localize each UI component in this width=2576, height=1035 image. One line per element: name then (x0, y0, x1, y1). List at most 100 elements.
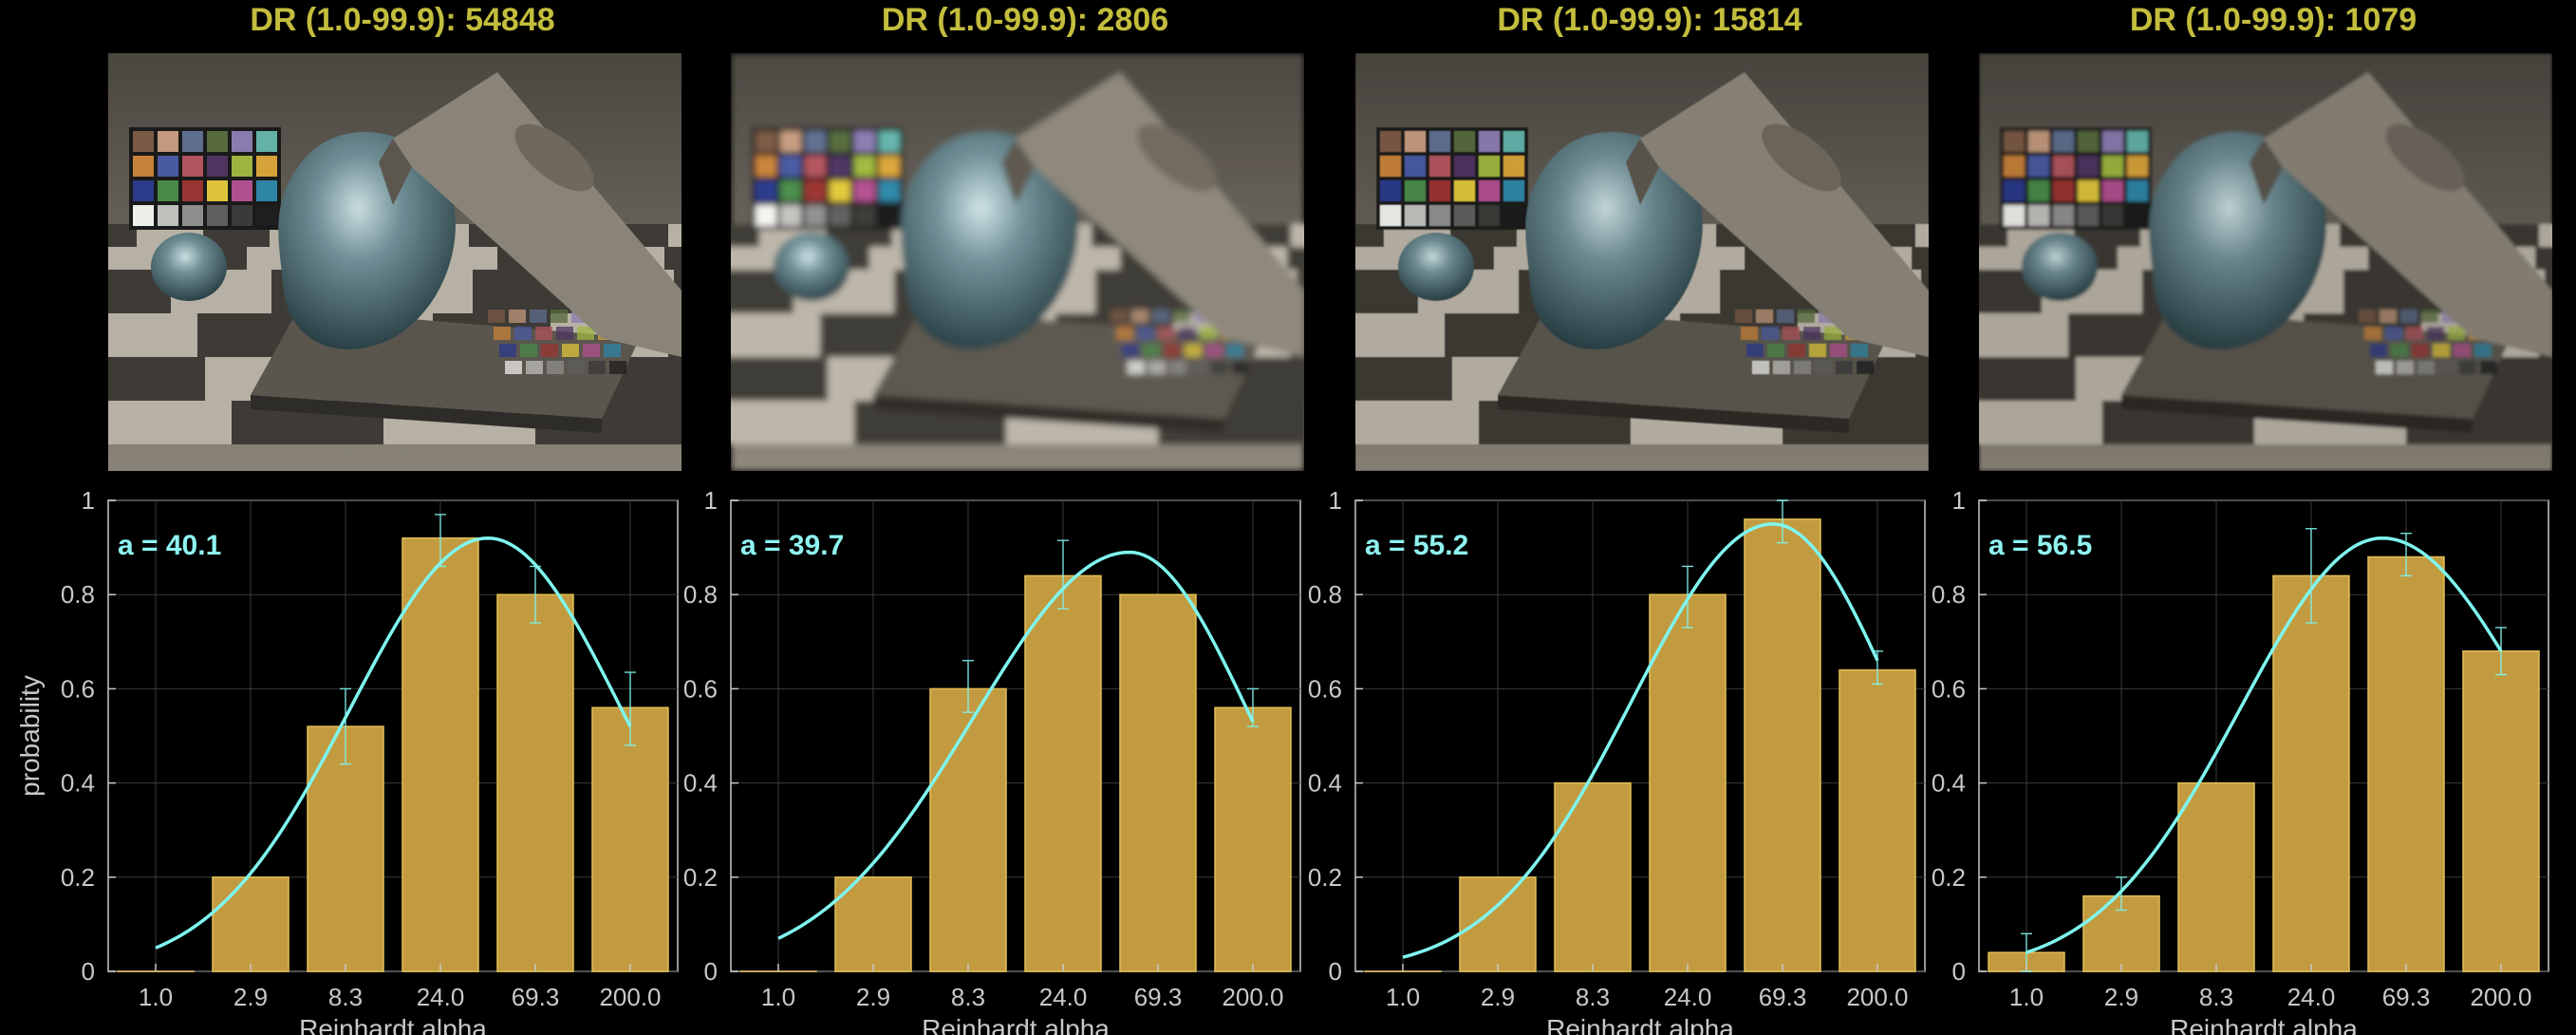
x-axis-label: Reinhardt alpha (1546, 1014, 1734, 1035)
error-bar (1777, 499, 1788, 544)
x-tick-label: 69.3 (1759, 983, 1807, 1011)
error-bar (2116, 876, 2127, 912)
chart: 0 0.2 0.4 0.6 0.8 1 1.0 2.9 8.3 24.0 69.3 200.0 a = … (1932, 486, 2549, 1035)
alpha-estimate-label: a = 56.5 (1988, 530, 2092, 561)
y-tick-label: 0.8 (1932, 580, 1966, 609)
render-image (1979, 53, 2552, 471)
x-tick-label: 200.0 (2470, 983, 2531, 1011)
y-tick-label: 0.6 (61, 674, 95, 703)
error-bar (2400, 533, 2412, 577)
error-bar (962, 659, 974, 713)
scene-picture (731, 53, 1304, 471)
bar (1839, 668, 1916, 972)
x-tick-label: 24.0 (1664, 983, 1712, 1011)
y-tick-label: 0 (704, 957, 718, 986)
bar (2462, 649, 2540, 972)
y-tick-label: 0.2 (61, 863, 95, 892)
y-tick-label: 0.4 (1932, 769, 1966, 798)
y-tick-label: 0.6 (1932, 674, 1966, 703)
y-tick-label: 0.2 (683, 863, 718, 892)
alpha-estimate-label: a = 39.7 (740, 530, 844, 561)
alpha-estimate-label: a = 55.2 (1365, 530, 1468, 561)
bar (2272, 574, 2350, 972)
chart: 0 0.2 0.4 0.6 0.8 1 1.0 2.9 8.3 24.0 69.3 200.0 a = … (1308, 486, 1926, 1035)
y-tick-label: 0.2 (1932, 863, 1966, 892)
alpha-estimate-label: a = 40.1 (118, 530, 221, 561)
bar (1024, 574, 1102, 972)
bar (929, 687, 1007, 972)
x-tick-label: 2.9 (2104, 983, 2138, 1011)
y-tick-label: 0.4 (1308, 769, 1342, 798)
bar (212, 876, 289, 972)
y-tick-label: 1 (704, 486, 718, 515)
panel-title: DR (1.0-99.9): 2806 (881, 2, 1169, 38)
x-tick-label: 1.0 (139, 983, 173, 1011)
error-bar (340, 687, 351, 765)
scene-picture (108, 53, 681, 471)
fit-curve (2025, 536, 2503, 954)
x-tick-label: 1.0 (2009, 983, 2044, 1011)
bar (834, 876, 912, 972)
fit-curve (155, 536, 632, 950)
bar (2177, 781, 2255, 972)
error-bar (2495, 627, 2507, 676)
bar (401, 536, 479, 972)
x-tick-label: 8.3 (2199, 983, 2233, 1011)
bar (1744, 518, 1821, 972)
panel-1: DR (1.0-99.9): 54848 0 0.2 0.4 0.6 0.8 1 1.0 2.… (15, 0, 697, 1035)
x-tick-label: 200.0 (1222, 983, 1283, 1011)
panel-4: DR (1.0-99.9): 1079 0 0.2 0.4 0.6 0.8 1 1.0 2.9… (1932, 0, 2567, 1035)
y-tick-label: 0.4 (683, 769, 718, 798)
y-tick-label: 0.8 (683, 580, 718, 609)
render-image (108, 53, 681, 471)
render-image (1355, 53, 1929, 471)
y-tick-label: 1 (1329, 486, 1342, 515)
y-tick-label: 0 (1329, 957, 1342, 986)
x-tick-label: 69.3 (1134, 983, 1183, 1011)
x-tick-label: 8.3 (328, 983, 363, 1011)
x-axis-label: Reinhardt alpha (299, 1014, 487, 1035)
fit-curve (777, 550, 1255, 940)
x-axis-label: Reinhardt alpha (922, 1014, 1110, 1035)
panel-2: DR (1.0-99.9): 2806 0 0.2 0.4 0.6 0.8 1 1.0 2.9… (683, 0, 1319, 1035)
x-tick-label: 200.0 (599, 983, 661, 1011)
bar (1459, 876, 1537, 972)
x-tick-label: 200.0 (1846, 983, 1908, 1011)
bar (1119, 593, 1197, 972)
x-tick-label: 2.9 (856, 983, 890, 1011)
x-tick-label: 2.9 (1481, 983, 1515, 1011)
y-axis-label: probability (15, 675, 45, 797)
fit-curve (1402, 522, 1879, 959)
x-axis-label: Reinhardt alpha (2170, 1014, 2358, 1035)
bar (1214, 706, 1292, 972)
y-tick-label: 0.6 (1308, 674, 1342, 703)
x-tick-label: 8.3 (1576, 983, 1610, 1011)
chart: 0 0.2 0.4 0.6 0.8 1 1.0 2.9 8.3 24.0 69.3 200.0 a = … (15, 486, 679, 1035)
y-tick-label: 1 (82, 486, 95, 515)
scene-picture (1979, 53, 2552, 471)
y-tick-label: 1 (1952, 486, 1966, 515)
x-tick-label: 69.3 (2382, 983, 2431, 1011)
panel-title: DR (1.0-99.9): 54848 (250, 2, 555, 38)
x-tick-label: 24.0 (417, 983, 465, 1011)
x-tick-label: 1.0 (761, 983, 795, 1011)
x-tick-label: 24.0 (2287, 983, 2336, 1011)
bar (1649, 593, 1727, 972)
error-bar (2305, 528, 2317, 624)
bar (1554, 781, 1632, 972)
panel-title: DR (1.0-99.9): 15814 (1497, 2, 1802, 38)
panel-title: DR (1.0-99.9): 1079 (2129, 2, 2417, 38)
x-tick-label: 1.0 (1386, 983, 1420, 1011)
y-tick-label: 0.8 (1308, 580, 1342, 609)
panel-3: DR (1.0-99.9): 15814 0 0.2 0.4 0.6 0.8 1 1.0 2.… (1308, 0, 1944, 1035)
scene-picture (1355, 53, 1929, 471)
y-tick-label: 0.2 (1308, 863, 1342, 892)
x-tick-label: 8.3 (951, 983, 985, 1011)
x-tick-label: 69.3 (512, 983, 560, 1011)
x-tick-label: 24.0 (1039, 983, 1088, 1011)
chart: 0 0.2 0.4 0.6 0.8 1 1.0 2.9 8.3 24.0 69.3 200.0 a = … (683, 486, 1301, 1035)
y-tick-label: 0.8 (61, 580, 95, 609)
error-bar (625, 671, 636, 746)
y-tick-label: 0 (82, 957, 95, 986)
render-image (731, 53, 1304, 471)
